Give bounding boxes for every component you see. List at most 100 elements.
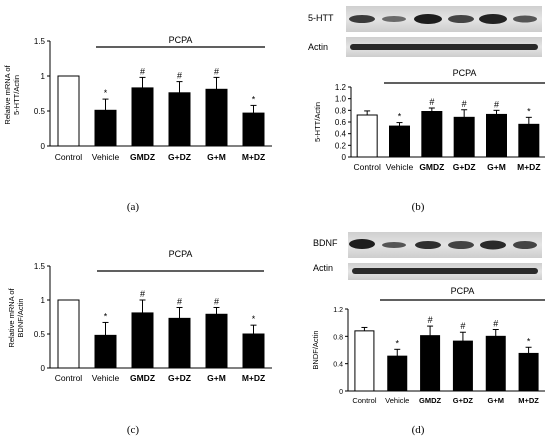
blot-band — [349, 15, 375, 23]
significance-marker: # — [214, 296, 219, 306]
bar-Vehicle — [94, 334, 117, 369]
x-tick-label: G+DZ — [168, 152, 191, 162]
y-tick-label: 1.5 — [34, 262, 46, 271]
bar-GMDZ — [131, 87, 154, 147]
blot-target-strip — [348, 232, 542, 258]
y-tick-label: 0.2 — [335, 141, 347, 150]
significance-marker: # — [429, 97, 434, 107]
x-tick-label: Control — [55, 152, 83, 162]
blot-target-label: BDNF — [313, 238, 338, 248]
blot-target-strip — [346, 6, 542, 32]
bar-G+M — [205, 88, 228, 147]
x-tick-label: GMDZ — [419, 396, 441, 405]
y-tick-label: 1.5 — [34, 37, 46, 46]
bar-G+DZ — [453, 116, 475, 158]
bar-G+DZ — [168, 92, 191, 147]
x-tick-label: M+DZ — [518, 396, 539, 405]
x-tick-label: G+DZ — [453, 396, 474, 405]
blot-band — [479, 14, 507, 24]
bar-Control — [57, 299, 80, 369]
x-tick-label: Vehicle — [385, 396, 409, 405]
bar-M+DZ — [242, 112, 265, 147]
blot-target-label: 5-HTT — [308, 13, 334, 23]
x-tick-label: GMDZ — [130, 373, 155, 383]
panel-label-c: (c) — [127, 424, 140, 436]
x-tick-label: G+DZ — [168, 373, 191, 383]
significance-marker: * — [252, 94, 256, 104]
y-tick-label: 0 — [339, 389, 343, 396]
blot-band — [349, 239, 375, 249]
y-axis-label: BNDF/Actin — [311, 330, 320, 369]
panel-label-b: (b) — [412, 201, 425, 213]
y-tick-label: 1.2 — [333, 307, 343, 314]
y-axis-label: BDNF/Actin — [16, 298, 25, 337]
significance-marker: # — [214, 66, 219, 76]
bar-Vehicle — [389, 125, 410, 158]
blot-band — [513, 15, 537, 23]
significance-marker: # — [177, 71, 182, 81]
x-tick-label: Control — [353, 162, 381, 172]
bar-G+DZ — [168, 317, 191, 369]
bar-G+M — [486, 113, 507, 158]
blot-band — [448, 15, 474, 23]
bar-G+M — [485, 335, 506, 392]
blot-band — [513, 241, 537, 249]
chart-1: 0 0.2 0.4 0.6 0.8 1.0 1.2 5-HTT/Actin Control * Ve… — [313, 68, 545, 172]
significance-marker: * — [252, 314, 256, 324]
y-tick-label: 1 — [41, 72, 46, 81]
bar-M+DZ — [518, 352, 539, 392]
significance-marker: # — [462, 99, 467, 109]
x-tick-label: Vehicle — [92, 373, 120, 383]
blot-control-label: Actin — [308, 42, 328, 52]
blot-band — [382, 242, 406, 248]
y-tick-label: 0 — [41, 364, 46, 373]
x-tick-label: G+M — [207, 152, 226, 162]
significance-marker: * — [527, 336, 531, 346]
x-tick-label: GMDZ — [419, 162, 444, 172]
group-label: PCPA — [453, 68, 477, 78]
y-tick-label: 0 — [41, 142, 46, 151]
charts-layer: 0 0.5 1 1.5 Relative mRNA of 5-HTT/Actin Contr… — [3, 35, 545, 405]
bar-GMDZ — [131, 312, 154, 369]
bar-M+DZ — [242, 333, 265, 369]
significance-marker: * — [104, 311, 108, 321]
group-label: PCPA — [169, 249, 193, 259]
bar-G+DZ — [452, 340, 473, 392]
y-tick-label: 0.4 — [335, 130, 347, 139]
blot-band — [448, 241, 474, 249]
y-axis-label: Relative mRNA of — [3, 64, 12, 124]
group-label: PCPA — [169, 35, 193, 45]
bar-GMDZ — [421, 111, 443, 158]
x-tick-label: G+M — [207, 373, 226, 383]
y-tick-label: 0.6 — [335, 118, 347, 127]
bar-Control — [57, 75, 80, 147]
y-axis-label: 5-HTT/Actin — [313, 102, 322, 142]
x-tick-label: Control — [352, 396, 377, 405]
x-tick-label: Vehicle — [386, 162, 414, 172]
x-tick-label: Control — [55, 373, 83, 383]
significance-marker: # — [460, 321, 465, 331]
chart-3: 0 0.4 0.8 1.2 BNDF/Actin Control * Vehicle # GMDZ… — [311, 286, 545, 405]
bar-Vehicle — [387, 355, 408, 392]
chart-2: 0 0.5 1 1.5 Relative mRNA of BDNF/Actin Contro… — [7, 249, 272, 383]
significance-marker: * — [395, 338, 399, 348]
significance-marker: # — [494, 99, 499, 109]
chart-0: 0 0.5 1 1.5 Relative mRNA of 5-HTT/Actin Contr… — [3, 35, 272, 162]
western-blot-bdnf: BDNF Actin — [313, 232, 542, 280]
x-tick-label: GMDZ — [130, 152, 155, 162]
significance-marker: * — [527, 106, 531, 116]
x-tick-label: G+M — [488, 396, 504, 405]
y-tick-label: 0.5 — [34, 107, 46, 116]
bar-Control — [354, 330, 375, 392]
bar-Vehicle — [94, 109, 117, 147]
significance-marker: # — [140, 289, 145, 299]
y-tick-label: 0 — [342, 153, 347, 162]
group-label: PCPA — [451, 286, 475, 296]
western-blot-5htt: 5-HTT Actin — [308, 6, 542, 57]
significance-marker: # — [428, 315, 433, 325]
panel-label-d: (d) — [412, 424, 425, 436]
significance-marker: # — [140, 66, 145, 76]
y-tick-label: 0.4 — [333, 362, 343, 369]
x-tick-label: G+DZ — [453, 162, 476, 172]
